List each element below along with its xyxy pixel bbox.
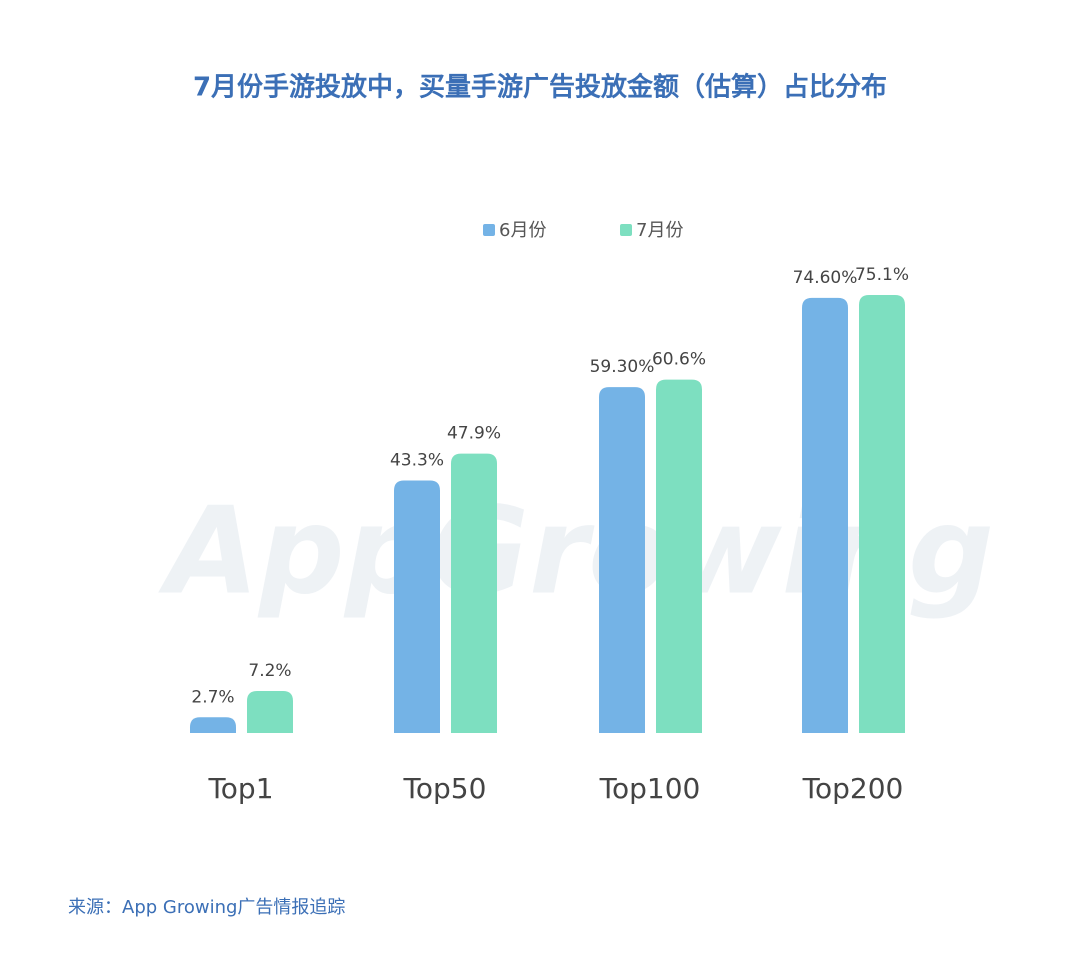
x-tick-label: Top50 — [403, 772, 487, 805]
x-tick-label: Top200 — [802, 772, 904, 805]
bar — [599, 387, 645, 733]
bar — [451, 453, 497, 733]
value-label: 47.9% — [447, 424, 501, 444]
bar — [394, 480, 440, 733]
legend-label: 7月份 — [636, 220, 683, 241]
bar — [859, 295, 905, 733]
value-label: 59.30% — [590, 357, 655, 377]
chart-title: 7月份手游投放中，买量手游广告投放金额（估算）占比分布 — [193, 72, 887, 103]
bar — [190, 717, 236, 733]
bar — [247, 691, 293, 733]
value-label: 60.6% — [652, 350, 706, 370]
x-tick-label: Top100 — [599, 772, 701, 805]
value-label: 7.2% — [248, 661, 291, 681]
legend-swatch — [483, 224, 495, 236]
bar — [656, 379, 702, 733]
source-note: 来源：App Growing广告情报追踪 — [68, 897, 345, 918]
value-label: 43.3% — [390, 450, 444, 470]
legend-label: 6月份 — [499, 220, 546, 241]
x-tick-label: Top1 — [207, 772, 273, 805]
legend-swatch — [620, 224, 632, 236]
bar — [802, 297, 848, 733]
value-label: 75.1% — [855, 265, 909, 285]
watermark: AppGrowing — [158, 483, 994, 622]
value-label: 2.7% — [191, 687, 234, 707]
value-label: 74.60% — [793, 268, 858, 288]
